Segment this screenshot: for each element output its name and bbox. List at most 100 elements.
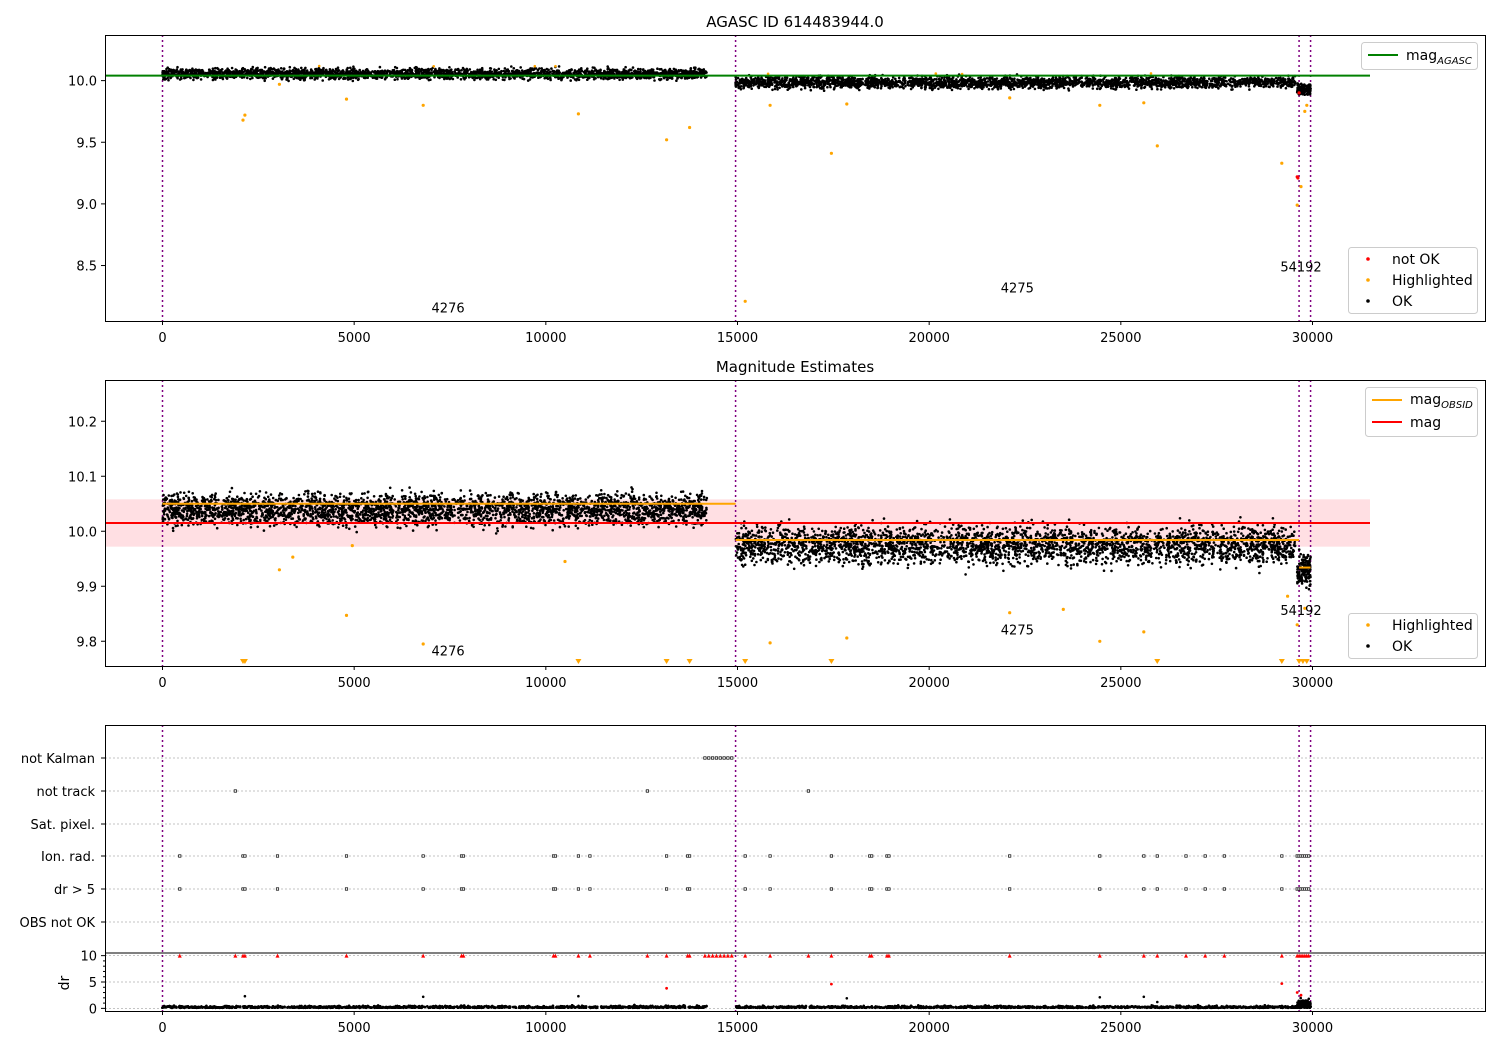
ok-point [1216, 86, 1220, 89]
ok-point [1277, 76, 1280, 80]
ok-point [528, 78, 532, 81]
ok-point [585, 68, 589, 72]
ok-point [162, 69, 166, 73]
ok-point [599, 71, 602, 74]
ok-point [625, 71, 628, 75]
ok-point [1130, 80, 1133, 83]
ok-point [512, 67, 516, 70]
ok-point [1177, 81, 1180, 85]
ok-point [328, 68, 332, 71]
ok-point [896, 84, 900, 87]
ok-point [303, 68, 306, 71]
ok-point [800, 88, 803, 91]
ok-point [459, 78, 463, 81]
ok-point [639, 67, 642, 71]
ok-point [234, 68, 237, 71]
ok-point [299, 72, 303, 75]
ok-point [570, 68, 573, 71]
ok-point [271, 77, 275, 80]
ok-point [704, 70, 707, 73]
ok-point [325, 68, 328, 72]
ok-point [694, 66, 697, 69]
ok-point [668, 67, 672, 71]
ok-point [1118, 77, 1122, 80]
ok-point [760, 77, 764, 81]
ok-point [1071, 80, 1074, 83]
ok-point [292, 77, 296, 81]
ok-point [352, 70, 356, 73]
ok-point [1042, 88, 1045, 92]
ok-point [901, 83, 905, 86]
ok-point [989, 80, 992, 84]
ok-point [852, 83, 856, 87]
ok-point [680, 69, 684, 72]
ok-point [993, 85, 997, 88]
ok-point [932, 83, 935, 87]
ok-point [1135, 88, 1138, 91]
ok-point [405, 70, 408, 74]
ok-point [511, 70, 515, 73]
ok-point [1140, 86, 1143, 89]
ok-point [1059, 78, 1062, 82]
ok-point [217, 68, 220, 71]
ok-point [568, 70, 572, 74]
ok-point [1127, 87, 1131, 90]
ok-point [396, 77, 399, 81]
ok-point [347, 71, 350, 74]
ok-point [349, 66, 352, 70]
ok-point [494, 78, 498, 82]
ok-point [279, 67, 283, 70]
ok-point [642, 68, 645, 71]
ok-point [576, 77, 579, 81]
ok-point [1024, 77, 1027, 80]
ok-point [358, 68, 362, 72]
ok-point [624, 65, 627, 69]
ok-point [1095, 87, 1099, 91]
ok-point [959, 87, 962, 91]
ok-point [351, 76, 355, 80]
ok-point [327, 70, 331, 74]
ok-point [351, 79, 355, 83]
ok-point [167, 69, 171, 72]
ok-point [927, 81, 931, 84]
ok-point [180, 70, 183, 74]
ok-point [314, 67, 317, 71]
ok-point [373, 70, 377, 73]
ok-point [653, 79, 656, 82]
ok-point [294, 70, 297, 73]
ok-point [1270, 77, 1274, 81]
ok-point [211, 67, 215, 70]
ok-point [1080, 84, 1083, 88]
ok-point [836, 76, 839, 80]
ok-point [238, 70, 241, 73]
ok-point [1099, 86, 1102, 90]
ok-point [385, 70, 389, 74]
ok-point [1156, 87, 1159, 91]
ok-point [826, 85, 829, 89]
ok-point [631, 66, 635, 69]
ok-point [593, 66, 596, 70]
ok-point [1123, 85, 1127, 89]
ok-point [503, 78, 506, 82]
ok-point [771, 88, 774, 92]
ok-point [1112, 87, 1115, 91]
ok-point [569, 79, 572, 82]
ok-point [614, 68, 618, 72]
ok-point [176, 65, 179, 69]
ok-point [1021, 81, 1024, 85]
ok-point [276, 71, 280, 74]
ok-point [737, 84, 740, 87]
ok-point [870, 77, 874, 81]
ok-point [350, 69, 353, 72]
ok-point [572, 76, 575, 79]
ok-point [952, 80, 956, 84]
ok-point [416, 72, 419, 75]
ok-point [1079, 77, 1082, 80]
ok-point [164, 77, 168, 81]
ok-point [199, 78, 203, 81]
ok-point [734, 82, 737, 86]
ok-point [438, 76, 441, 80]
ok-point [744, 79, 747, 83]
ok-point [409, 71, 413, 75]
